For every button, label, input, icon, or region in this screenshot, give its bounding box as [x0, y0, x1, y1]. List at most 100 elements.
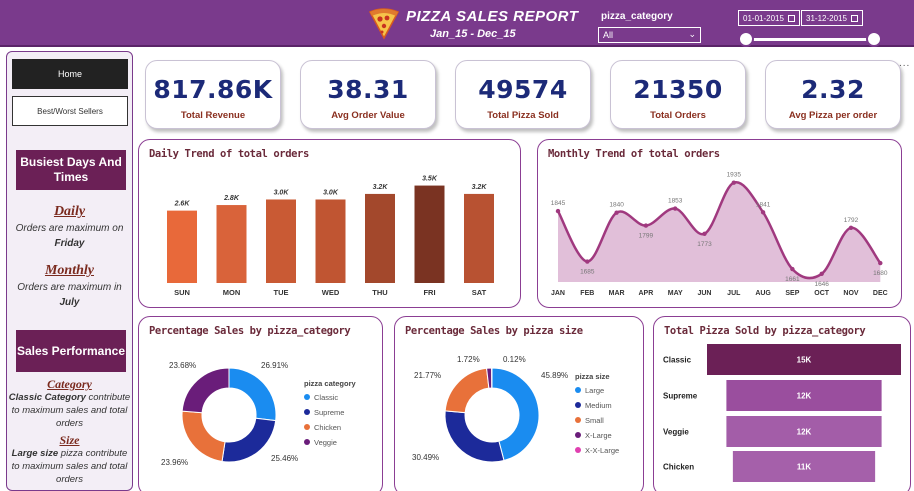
- legend-label: Classic: [314, 393, 338, 402]
- data-point: [819, 271, 824, 277]
- date-range-slider-start-handle[interactable]: [738, 31, 754, 47]
- kpi-card-total-orders: 21350 Total Orders: [610, 60, 746, 129]
- data-label: 1935: [727, 172, 742, 179]
- data-point: [790, 266, 795, 272]
- data-label: 1792: [844, 217, 859, 224]
- x-tick-label: FEB: [580, 290, 594, 297]
- daily-heading: Daily: [53, 204, 86, 219]
- kpi-card-total-pizza-sold: 49574 Total Pizza Sold: [455, 60, 591, 129]
- x-tick-label: MAY: [668, 290, 683, 297]
- data-label: 12K: [797, 428, 812, 437]
- daily-block: Daily Orders are maximum on Friday: [7, 202, 132, 251]
- data-label: 3.2K: [373, 184, 389, 191]
- kpi-card-avg-order-value: 38.31 Avg Order Value: [300, 60, 436, 129]
- x-tick-label: APR: [639, 290, 654, 297]
- header-bar: PIZZA SALES REPORT Jan_15 - Dec_15 pizza…: [0, 0, 914, 47]
- x-tick-label: JUN: [697, 290, 711, 297]
- x-tick-label: SEP: [785, 290, 799, 297]
- bar: [726, 416, 882, 447]
- data-label: 1685: [580, 269, 595, 276]
- data-point: [643, 223, 649, 228]
- x-tick-label: THU: [372, 288, 387, 297]
- legend-label: Chicken: [314, 423, 341, 432]
- monthly-block: Monthly Orders are maximum in July: [7, 261, 132, 310]
- monthly-trend-title: Monthly Trend of total orders: [548, 148, 720, 160]
- date-end-value: 31-12-2015: [806, 14, 847, 23]
- monthly-value: July: [59, 296, 80, 308]
- date-range-slider-track[interactable]: [746, 38, 876, 41]
- monthly-text-body: Orders are maximum in: [17, 282, 122, 294]
- x-tick-label: JAN: [551, 290, 565, 297]
- daily-value: Friday: [54, 237, 85, 249]
- nav-best-worst-button[interactable]: Best/Worst Sellers: [12, 96, 128, 126]
- category-filter-label: pizza_category: [601, 11, 673, 22]
- daily-text: Orders are maximum on Friday: [7, 222, 132, 251]
- date-range-slider-end-handle[interactable]: [866, 31, 882, 47]
- kpi-value: 49574: [478, 75, 568, 104]
- calendar-icon: [850, 15, 858, 23]
- kpi-card-avg-pizza-per-order: 2.32 Avg Pizza per order: [765, 60, 901, 129]
- slice-label: 45.89%: [541, 371, 568, 380]
- legend-marker: [575, 387, 581, 393]
- date-end-input[interactable]: 31-12-2015: [801, 10, 863, 26]
- x-tick-label: MAR: [609, 290, 625, 297]
- bar: [365, 193, 395, 283]
- x-tick-label: SUN: [174, 288, 190, 297]
- kpi-label: Total Revenue: [180, 110, 246, 121]
- category-sold-card: Total Pizza Sold by pizza_category 15K Cl…: [653, 316, 911, 491]
- data-label: 1661: [785, 276, 800, 283]
- kpi-value: 21350: [633, 75, 723, 104]
- bar: [266, 199, 296, 283]
- pie-slice: [221, 417, 277, 463]
- page-title: PIZZA SALES REPORT: [406, 8, 579, 25]
- category-pie-title: Percentage Sales by pizza_category: [149, 325, 351, 337]
- legend-label: Large: [585, 386, 604, 395]
- x-tick-label: MON: [223, 288, 241, 297]
- kpi-label: Avg Order Value: [331, 110, 405, 121]
- data-point: [878, 260, 883, 266]
- data-label: 11K: [797, 463, 811, 472]
- category-text: Classic Category contribute to maximum s…: [7, 392, 132, 430]
- pie-slice: [444, 410, 505, 463]
- date-start-input[interactable]: 01-01-2015: [738, 10, 800, 26]
- data-point: [848, 225, 854, 230]
- data-label: 1853: [668, 198, 683, 205]
- data-point: [585, 259, 590, 264]
- category-sold-chart: 15K Classic 12K Supreme 12K Veggie 11K Chicken: [663, 344, 901, 482]
- data-point: [614, 210, 619, 215]
- nav-home-button[interactable]: Home: [12, 59, 128, 89]
- bar: [732, 451, 876, 482]
- kpi-card-total-revenue: 817.86K Total Revenue: [145, 60, 281, 129]
- data-label: 1646: [814, 281, 829, 288]
- size-bold: Large size: [11, 448, 59, 460]
- legend-title: pizza size: [575, 372, 610, 381]
- legend-marker: [304, 409, 310, 415]
- x-tick-label: AUG: [755, 290, 771, 297]
- x-tick-label: FRI: [423, 288, 435, 297]
- bar: [464, 193, 494, 283]
- y-tick-label: Veggie: [663, 428, 689, 437]
- y-tick-label: Supreme: [663, 392, 698, 401]
- legend-marker: [575, 432, 581, 438]
- data-label: 2.6K: [174, 201, 191, 208]
- data-label: 1680: [873, 270, 888, 277]
- data-point: [702, 231, 707, 236]
- slice-label: 0.12%: [503, 355, 526, 364]
- category-bold: Classic Category: [8, 392, 86, 404]
- category-pie-chart: 26.91% 25.46% 23.96% 23.68% pizza category Cl…: [161, 361, 357, 467]
- legend-label: X-Large: [585, 431, 612, 440]
- category-pie-card: Percentage Sales by pizza_category 26.91…: [138, 316, 383, 491]
- monthly-trend-card: Monthly Trend of total orders 1845 JAN 168…: [537, 139, 902, 308]
- size-text: Large size pizza contribute to maximum s…: [7, 448, 132, 486]
- kpi-label: Avg Pizza per order: [788, 110, 878, 121]
- y-tick-label: Chicken: [663, 463, 694, 472]
- x-tick-label: TUE: [274, 288, 289, 297]
- slice-label: 23.68%: [169, 361, 196, 370]
- pie-slice: [444, 367, 490, 414]
- more-options-icon[interactable]: ...: [899, 58, 911, 69]
- date-start-value: 01-01-2015: [743, 14, 784, 23]
- daily-trend-chart: 2.6K SUN 2.8K MON 3.0K TUE 3.0K WED 3.2K THU 3.5K F…: [167, 176, 494, 297]
- category-filter-dropdown[interactable]: All ⌄: [598, 27, 701, 43]
- page-subtitle: Jan_15 - Dec_15: [430, 28, 516, 40]
- legend-marker: [575, 447, 581, 453]
